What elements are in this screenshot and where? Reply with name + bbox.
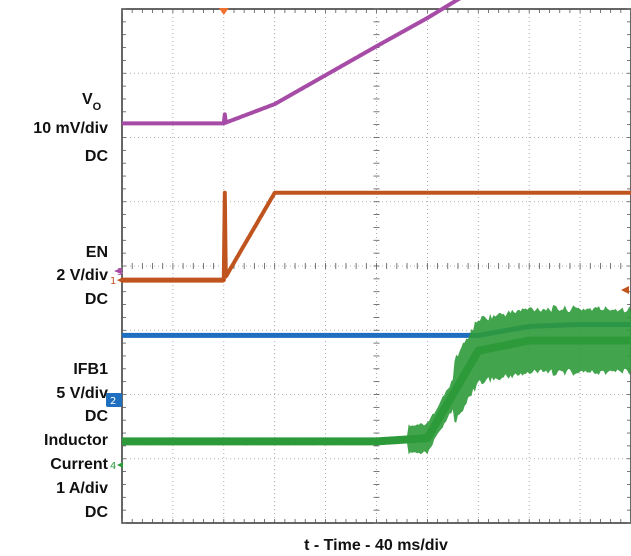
x-axis-label: t - Time - 40 ms/div [304,537,448,554]
ch3-marker: 3 [114,267,123,278]
ch3-marker-arrow [114,268,121,274]
ifb1-name-label: IFB1 [73,361,108,378]
ch4-marker-arrow [117,462,123,468]
ifb1-coupling-label: DC [85,408,109,425]
inductor-labels: Inductor Current 1 A/div DC [44,432,109,521]
vo-labels: VO 10 mV/div DC [33,91,108,165]
vo-name-label: VO [82,91,102,113]
inductor-scale-label: 1 A/div [56,480,108,497]
en-name-label: EN [86,244,108,261]
en-coupling-label: DC [85,291,109,308]
vo-scale-label: 10 mV/div [33,120,108,137]
trace-v [121,0,462,126]
inductor-name-line1: Inductor [44,432,108,449]
ch1-marker-arrow [117,277,123,284]
trigger-marker [218,8,229,15]
grid [121,8,631,524]
ch4-marker: 4 [110,461,123,472]
en-labels: EN 2 V/div DC [56,244,108,308]
offscreen-marker-right [621,286,629,294]
trace-inductor-current-ripple [122,305,631,455]
ch2-marker-box [106,393,122,407]
ch4-marker-label: 4 [110,461,116,472]
ch2-marker: 2 [106,393,122,407]
inductor-coupling-label: DC [85,504,109,521]
ch1-marker-label: 1 [110,276,116,287]
traces [119,0,631,455]
ifb1-labels: IFB1 5 V/div DC [56,361,108,425]
vo-coupling-label: DC [85,148,109,165]
en-scale-label: 2 V/div [56,267,108,284]
ch2-marker-label: 2 [110,396,116,407]
ifb1-scale-label: 5 V/div [56,385,108,402]
inductor-name-line2: Current [50,456,108,473]
ch1-marker: 1 [110,276,123,287]
